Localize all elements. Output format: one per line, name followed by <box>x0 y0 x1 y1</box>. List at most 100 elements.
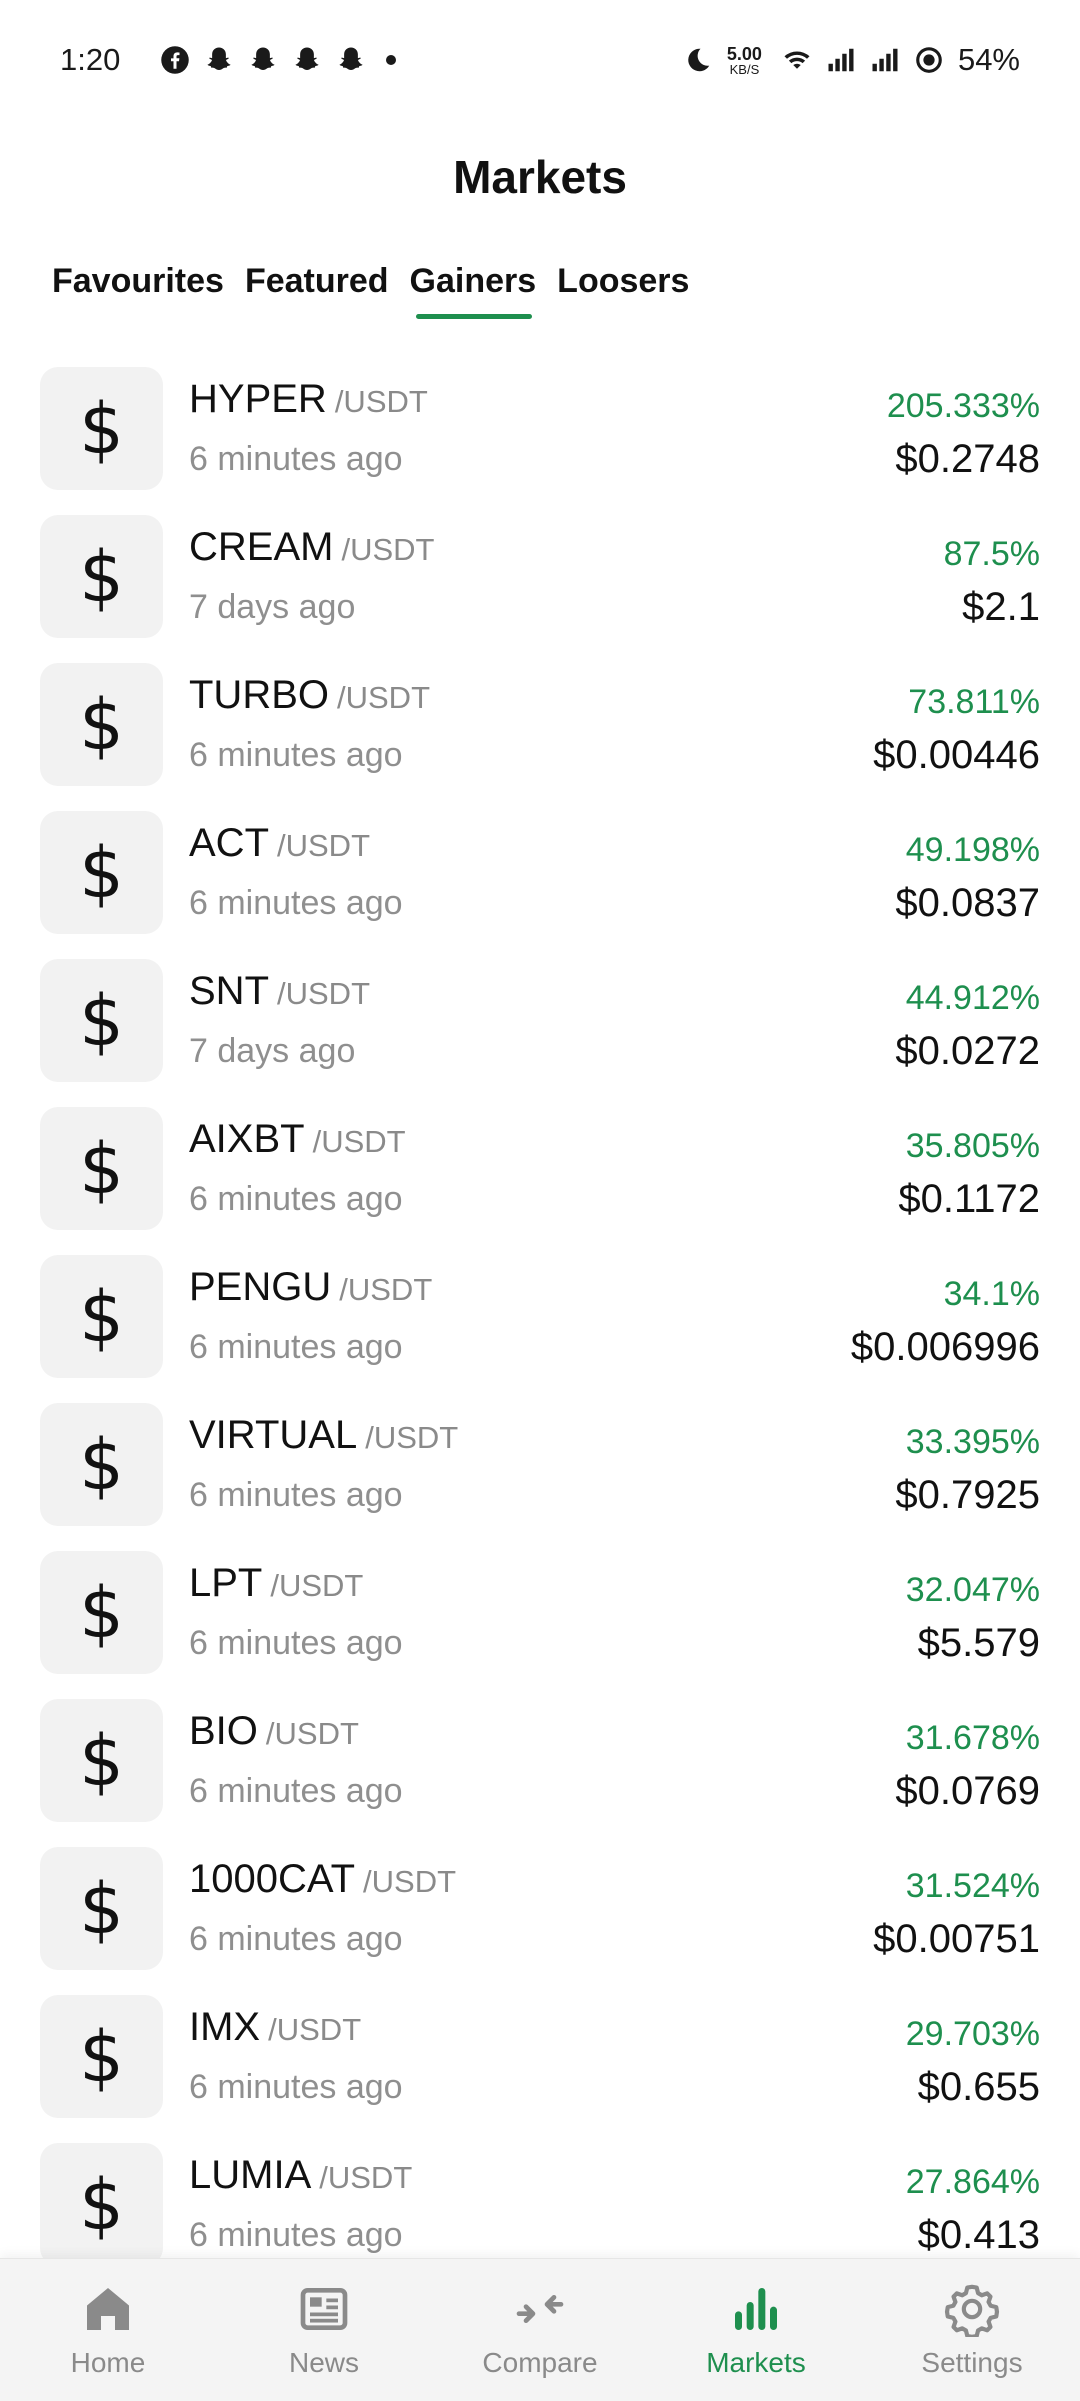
coin-symbol: BIO/USDT <box>189 1709 359 1754</box>
price: $2.1 <box>962 585 1040 629</box>
signal-icon <box>872 48 898 72</box>
updated-time: 7 days ago <box>189 588 356 626</box>
coin-pair: /USDT <box>365 1420 459 1455</box>
tab-featured[interactable]: Featured <box>244 262 389 300</box>
signal-icon <box>828 48 854 72</box>
price: $0.0769 <box>895 1769 1040 1813</box>
coin-symbol: ACT/USDT <box>189 821 370 866</box>
coin-symbol-text: PENGU <box>189 1265 332 1309</box>
coin-pair: /USDT <box>265 1716 359 1751</box>
news-icon <box>300 2288 348 2330</box>
list-item[interactable]: $ LUMIA/USDT 6 minutes ago 27.864% $0.41… <box>0 2141 1080 2289</box>
coin-pair: /USDT <box>312 1124 406 1159</box>
price: $0.655 <box>917 2065 1040 2109</box>
coin-symbol: CREAM/USDT <box>189 525 434 570</box>
price: $0.413 <box>917 2213 1040 2257</box>
change-percent: 32.047% <box>905 1571 1040 1609</box>
change-percent: 87.5% <box>943 535 1040 573</box>
coin-symbol: IMX/USDT <box>189 2005 361 2050</box>
tab-favourites[interactable]: Favourites <box>52 262 224 300</box>
list-item[interactable]: $ TURBO/USDT 6 minutes ago 73.811% $0.00… <box>0 661 1080 809</box>
list-item[interactable]: $ VIRTUAL/USDT 6 minutes ago 33.395% $0.… <box>0 1401 1080 1549</box>
list-item[interactable]: $ IMX/USDT 6 minutes ago 29.703% $0.655 <box>0 1993 1080 2141</box>
nav-compare[interactable]: Compare <box>432 2281 648 2379</box>
price: $0.7925 <box>895 1473 1040 1517</box>
tab-gainers[interactable]: Gainers <box>410 262 536 319</box>
updated-time: 6 minutes ago <box>189 1772 403 1810</box>
coin-symbol-text: TURBO <box>189 673 329 717</box>
dollar-icon: $ <box>40 1551 163 1674</box>
coin-pair: /USDT <box>268 2012 362 2047</box>
coin-symbol: PENGU/USDT <box>189 1265 432 1310</box>
coin-pair: /USDT <box>339 1272 433 1307</box>
list-item[interactable]: $ 1000CAT/USDT 6 minutes ago 31.524% $0.… <box>0 1845 1080 1993</box>
list-item[interactable]: $ BIO/USDT 6 minutes ago 31.678% $0.0769 <box>0 1697 1080 1845</box>
tab-loosers[interactable]: Loosers <box>557 262 690 300</box>
markets-icon <box>735 2288 777 2330</box>
change-percent: 31.678% <box>905 1719 1040 1757</box>
dollar-icon: $ <box>40 663 163 786</box>
dollar-icon: $ <box>40 1107 163 1230</box>
coin-symbol-text: VIRTUAL <box>189 1413 358 1457</box>
coin-symbol: HYPER/USDT <box>189 377 428 422</box>
nav-home[interactable]: Home <box>0 2281 216 2379</box>
change-percent: 44.912% <box>905 979 1040 1017</box>
price: $0.0272 <box>895 1029 1040 1073</box>
list-item[interactable]: $ PENGU/USDT 6 minutes ago 34.1% $0.0069… <box>0 1253 1080 1401</box>
coin-pair: /USDT <box>337 680 430 715</box>
price: $0.2748 <box>895 437 1040 481</box>
price: $0.0837 <box>895 881 1040 925</box>
home-icon <box>87 2288 129 2330</box>
coin-symbol: VIRTUAL/USDT <box>189 1413 458 1458</box>
battery-percent: 54% <box>957 42 1020 77</box>
network-speed-value: 5.00 <box>726 43 762 64</box>
market-tabs: Favourites Featured Gainers Loosers <box>52 262 689 319</box>
bottom-nav: Home News Compare Markets Settings <box>0 2258 1080 2401</box>
network-speed-unit: KB/S <box>729 61 760 77</box>
price: $0.00446 <box>873 733 1040 777</box>
updated-time: 6 minutes ago <box>189 736 403 774</box>
list-item[interactable]: $ AIXBT/USDT 6 minutes ago 35.805% $0.11… <box>0 1105 1080 1253</box>
coin-symbol-text: LUMIA <box>189 2153 312 2197</box>
coin-symbol: AIXBT/USDT <box>189 1117 406 1162</box>
coin-pair: /USDT <box>270 1568 364 1603</box>
coin-pair: /USDT <box>334 384 428 419</box>
notification-dot-icon <box>386 55 397 65</box>
nav-news[interactable]: News <box>216 2281 432 2379</box>
snapchat-icon <box>295 47 319 70</box>
dollar-icon: $ <box>40 811 163 934</box>
list-item[interactable]: $ LPT/USDT 6 minutes ago 32.047% $5.579 <box>0 1549 1080 1697</box>
dollar-icon: $ <box>40 1699 163 1822</box>
change-percent: 34.1% <box>943 1275 1040 1313</box>
updated-time: 6 minutes ago <box>189 1476 403 1514</box>
snapchat-icon <box>251 47 275 70</box>
list-item[interactable]: $ HYPER/USDT 6 minutes ago 205.333% $0.2… <box>0 365 1080 513</box>
updated-time: 6 minutes ago <box>189 2216 403 2254</box>
nav-markets[interactable]: Markets <box>648 2281 864 2379</box>
coin-pair: /USDT <box>341 532 435 567</box>
coin-pair: /USDT <box>277 828 370 863</box>
updated-time: 6 minutes ago <box>189 440 403 478</box>
coin-symbol-text: 1000CAT <box>189 1857 356 1901</box>
nav-compare-label: Compare <box>482 2347 598 2378</box>
status-bar-right: 5.00 KB/S 54% <box>683 42 1020 78</box>
nav-settings[interactable]: Settings <box>864 2281 1080 2379</box>
change-percent: 73.811% <box>908 683 1040 721</box>
change-percent: 29.703% <box>905 2015 1040 2053</box>
updated-time: 6 minutes ago <box>189 1180 403 1218</box>
list-item[interactable]: $ ACT/USDT 6 minutes ago 49.198% $0.0837 <box>0 809 1080 957</box>
dollar-icon: $ <box>40 1847 163 1970</box>
updated-time: 6 minutes ago <box>189 1920 403 1958</box>
coin-symbol-text: IMX <box>189 2005 261 2049</box>
compare-icon <box>516 2295 564 2323</box>
list-item[interactable]: $ SNT/USDT 7 days ago 44.912% $0.0272 <box>0 957 1080 1105</box>
settings-icon <box>944 2284 1000 2337</box>
change-percent: 35.805% <box>905 1127 1040 1165</box>
list-item[interactable]: $ CREAM/USDT 7 days ago 87.5% $2.1 <box>0 513 1080 661</box>
change-percent: 27.864% <box>905 2163 1040 2201</box>
price: $0.00751 <box>873 1917 1040 1961</box>
coin-symbol-text: ACT <box>189 821 269 865</box>
status-time: 1:20 <box>60 42 121 77</box>
nav-home-label: Home <box>70 2347 146 2378</box>
coin-list: $ HYPER/USDT 6 minutes ago 205.333% $0.2… <box>0 365 1080 2289</box>
